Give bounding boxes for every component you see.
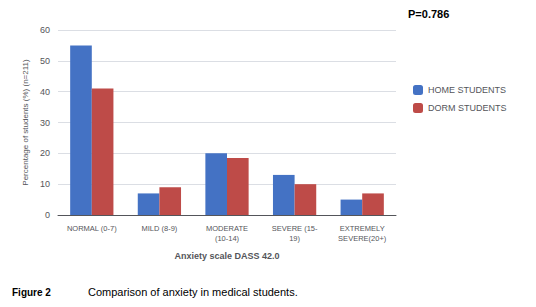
svg-text:10: 10: [40, 179, 50, 189]
svg-text:MODERATE: MODERATE: [206, 224, 248, 233]
svg-text:Anxiety scale DASS 42.0: Anxiety scale DASS 42.0: [174, 251, 279, 261]
svg-text:(10-14): (10-14): [215, 234, 240, 243]
svg-text:20: 20: [40, 148, 50, 158]
svg-text:0: 0: [45, 210, 50, 220]
svg-text:50: 50: [40, 56, 50, 66]
svg-text:19): 19): [289, 234, 300, 243]
svg-text:P=0.786: P=0.786: [408, 8, 449, 20]
svg-text:SEVERE (15-: SEVERE (15-: [272, 224, 318, 233]
svg-text:NORMAL (0-7): NORMAL (0-7): [67, 224, 117, 233]
svg-text:MILD (8-9): MILD (8-9): [141, 224, 177, 233]
svg-text:Percentage of students (%) (n=: Percentage of students (%) (n=211): [21, 59, 30, 186]
svg-text:30: 30: [40, 118, 50, 128]
svg-text:DORM STUDENTS: DORM STUDENTS: [428, 103, 507, 113]
svg-text:Comparison of anxiety in medic: Comparison of anxiety in medical student…: [88, 286, 298, 298]
svg-text:40: 40: [40, 87, 50, 97]
svg-text:EXTREMELY: EXTREMELY: [340, 224, 385, 233]
svg-text:60: 60: [40, 25, 50, 35]
svg-text:Figure 2: Figure 2: [12, 287, 51, 298]
svg-text:SEVERE(20+): SEVERE(20+): [338, 234, 387, 243]
svg-text:HOME STUDENTS: HOME STUDENTS: [428, 85, 506, 95]
